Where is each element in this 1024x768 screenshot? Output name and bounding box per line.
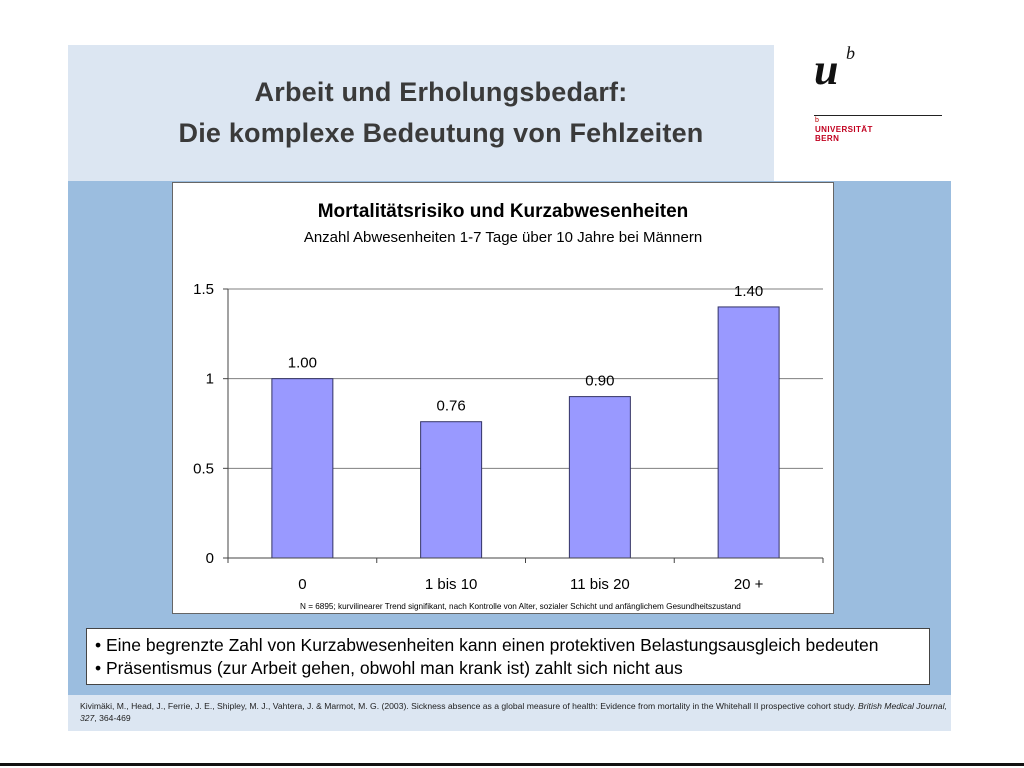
logo-small-b: b (815, 117, 819, 124)
slide-title-line-1: Arbeit und Erholungsbedarf: (254, 77, 628, 107)
summary-box: • Eine begrenzte Zahl von Kurzabwesenhei… (86, 628, 930, 685)
logo-text-line-1: UNIVERSITÄT (815, 125, 873, 134)
chart-footnote: N = 6895; kurvilinearer Trend signifikan… (300, 602, 741, 611)
chart-title: Mortalitätsrisiko und Kurzabwesenheiten (318, 201, 689, 222)
bar-chart: Mortalitätsrisiko und Kurzabwesenheiten … (193, 201, 824, 611)
citation-journal: British Medical Journal, 327 (80, 701, 947, 723)
bar (717, 306, 780, 559)
bottom-rule (0, 763, 1024, 766)
citation-pages: , 364-469 (94, 713, 131, 723)
y-tick-label: 0 (206, 550, 214, 567)
slide-title-line-2: Die komplexe Bedeutung von Fehlzeiten (178, 118, 704, 148)
x-tick-label: 0 (298, 576, 306, 593)
y-tick-label: 1 (206, 371, 214, 388)
citation-band (68, 695, 951, 731)
bar (271, 378, 334, 559)
header-band (68, 45, 774, 181)
logo-u-letter: u (814, 45, 839, 94)
y-tick-label: 1.5 (193, 281, 214, 298)
axis-layer (223, 288, 824, 563)
bullet-item: • Eine begrenzte Zahl von Kurzabwesenhei… (95, 635, 879, 655)
citation: Kivimäki, M., Head, J., Ferrie, J. E., S… (80, 700, 950, 724)
x-tick-label: 11 bis 20 (570, 576, 630, 593)
data-label: 0.76 (437, 398, 466, 415)
chart-subtitle: Anzahl Abwesenheiten 1-7 Tage über 10 Ja… (304, 229, 702, 246)
label-layer: 0 0.5 1 1.5 1.00 0 0.76 1 bis 10 0.90 11 bis 20 1.… (193, 281, 764, 593)
slide-title: Arbeit und Erholungsbedarf: Die komplexe… (68, 72, 814, 154)
logo-b-letter: b (846, 43, 855, 63)
citation-text: Kivimäki, M., Head, J., Ferrie, J. E., S… (80, 701, 859, 711)
chart-box: Mortalitätsrisiko und Kurzabwesenheiten … (172, 182, 834, 614)
y-tick-label: 0.5 (193, 460, 214, 477)
logo-text: UNIVERSITÄT BERN (815, 125, 873, 143)
bar (568, 396, 631, 559)
logo-divider (814, 115, 942, 116)
x-tick-label: 20 + (734, 576, 764, 593)
university-logo: u b b UNIVERSITÄT BERN (812, 44, 942, 154)
bullet-item: • Präsentismus (zur Arbeit gehen, obwohl… (95, 658, 683, 678)
data-label: 1.40 (734, 283, 763, 300)
bar (420, 421, 483, 559)
x-tick-label: 1 bis 10 (425, 576, 478, 593)
data-label: 0.90 (585, 373, 614, 390)
logo-text-line-2: BERN (815, 134, 840, 143)
bar-layer (271, 306, 780, 559)
data-label: 1.00 (288, 355, 317, 372)
